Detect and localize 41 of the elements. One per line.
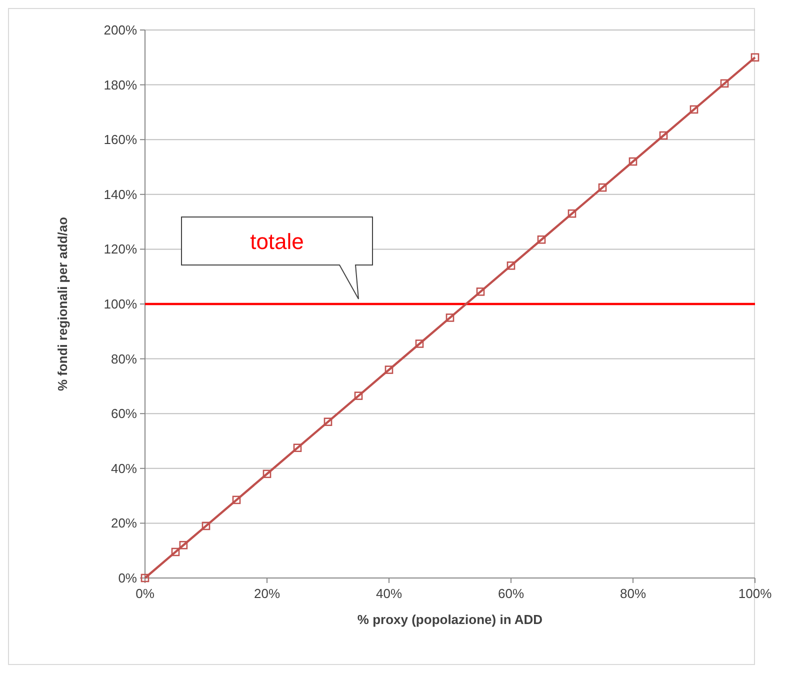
point [476,288,485,296]
point [415,340,424,348]
y-tick-label: 160% [104,132,138,148]
y-axis-title: % fondi regionali per add/ao [55,216,70,392]
point [293,444,302,452]
annotation: totale [250,229,304,254]
y-tick-label: 0% [118,570,138,586]
point [232,496,241,504]
point [262,470,272,478]
x-tick-label: 80% [620,586,646,601]
y-tick-label: 200% [104,22,138,38]
x-tick-label: 60% [498,586,524,601]
y-tick-label: 20% [110,516,138,531]
point [659,131,668,140]
point [628,157,638,166]
point [384,366,394,374]
point [324,418,332,426]
point [690,105,698,114]
point [446,314,454,322]
point [354,392,363,400]
point [598,183,607,192]
y-tick-label: 80% [110,351,138,366]
point [537,235,546,244]
point [506,261,516,270]
y-tick-label: 40% [110,460,138,476]
point [202,522,210,530]
x-tick-label: 100% [738,586,772,601]
y-tick-label: 140% [104,186,138,202]
point [720,79,729,88]
x-axis-title: % proxy (popolazione) in ADD [357,612,543,627]
x-tick-label: 0% [136,586,155,601]
y-tick-label: 100% [104,296,138,312]
point [179,540,188,550]
x-tick-label: 20% [254,586,280,601]
point [750,53,760,62]
x-tick-label: 40% [376,586,402,601]
point [568,209,576,218]
y-tick-label: 60% [110,406,138,422]
point [171,548,180,556]
y-tick-label: 120% [104,242,138,257]
y-tick-label: 180% [104,77,138,92]
